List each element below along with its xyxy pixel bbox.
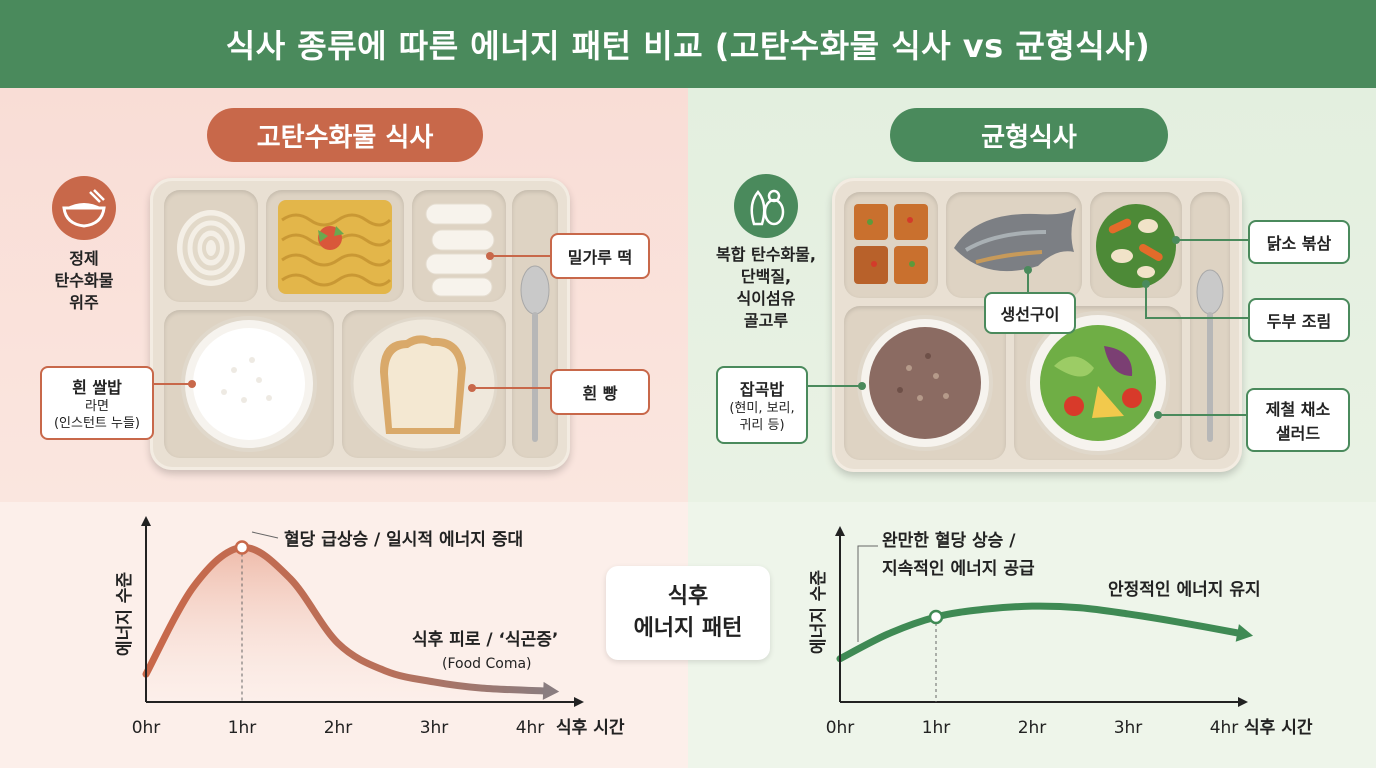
tofu-well (844, 192, 938, 298)
label-salad-line1: 제철 채소 (1265, 400, 1331, 419)
label-tofu: 두부 조림 (1248, 298, 1350, 342)
tick-label: 4hr (516, 718, 545, 738)
label-salad: 제철 채소 샐러드 (1246, 388, 1350, 452)
x-axis-arrow (1238, 697, 1248, 707)
carb-curve-arrowhead (542, 681, 560, 700)
tick-label: 1hr (228, 718, 257, 738)
carb-curve-line (142, 543, 553, 695)
tick-label: 0hr (132, 718, 161, 738)
center-box-line1: 식후 (667, 584, 709, 609)
label-fish: 생선구이 (984, 292, 1076, 334)
annotation-food-coma: (Food Coma) (442, 656, 532, 672)
chicken-well (1090, 192, 1182, 298)
label-bread: 흰 빵 (550, 369, 650, 415)
tick-label: 2hr (1018, 718, 1047, 738)
y-axis-label: 에너지 수준 (809, 570, 829, 654)
annotation-gradual: 완만한 혈당 상승 / (882, 530, 1016, 551)
label-grain-line3: 귀리 등) (739, 418, 785, 433)
side-text-line: 단백질, (740, 267, 792, 286)
annotation-fatigue: 식후 피로 / ‘식곤증’ (412, 629, 558, 650)
annotation-stable: 안정적인 에너지 유지 (1108, 580, 1261, 600)
balanced-energy-chart: 완만한 혈당 상승 / 지속적인 에너지 공급 안정적인 에너지 유지 에너지 … (809, 526, 1313, 738)
carb-curve-area (146, 547, 550, 702)
side-text-line: 복합 탄수화물, (716, 245, 816, 264)
annotation-sustained: 지속적인 에너지 공급 (882, 559, 1035, 579)
vegetable-icon (734, 174, 798, 238)
label-rice-line3: (인스턴트 누들) (53, 416, 141, 431)
bread-well (342, 310, 506, 458)
label-grain-line2: (현미, 보리, (729, 401, 795, 416)
rice-bowl-icon (52, 176, 116, 240)
carb-energy-chart-bg (0, 502, 688, 768)
ramen-well (266, 190, 404, 302)
tteok-well (412, 190, 506, 302)
tick-label: 3hr (420, 718, 449, 738)
noodle-well (164, 190, 258, 302)
side-text-line: 정제 (69, 249, 99, 268)
label-rice-line2: 라면 (85, 399, 109, 414)
grain-well (844, 306, 1006, 460)
carb-meal-tray (150, 178, 570, 470)
y-axis-label: 에너지 수준 (115, 572, 135, 656)
annotation-leader (857, 545, 878, 642)
balanced-meal-title: 균형식사 (890, 108, 1168, 162)
label-rice: 흰 쌀밥 라면 (인스턴트 누들) (40, 366, 154, 440)
rice-well (164, 310, 334, 458)
fish-well (946, 192, 1082, 298)
x-axis-label: 식후 시간 (1244, 717, 1313, 738)
label-rice-line1: 흰 쌀밥 (72, 378, 122, 397)
spoon-well (512, 190, 558, 458)
x-axis-arrow (574, 697, 584, 707)
carb-side-text: 정제 탄수화물 위주 (30, 248, 138, 314)
post-meal-energy-pattern-label: 식후 에너지 패턴 (606, 566, 770, 660)
label-chicken: 닭소 볶삼 (1248, 220, 1350, 264)
y-axis-arrow (141, 516, 151, 526)
tick-label: 1hr (922, 718, 951, 738)
side-text-line: 골고루 (743, 311, 789, 330)
annotation-leader (251, 531, 279, 539)
balanced-side-text: 복합 탄수화물, 단백질, 식이섬유 골고루 (700, 244, 832, 332)
carb-leader-lines (150, 252, 550, 392)
balanced-curve-arrowhead (1235, 624, 1254, 642)
side-text-line: 위주 (69, 293, 99, 312)
tick-label: 0hr (826, 718, 855, 738)
page-title: 식사 종류에 따른 에너지 패턴 비교 (고탄수화물 식사 vs 균형식사) (0, 0, 1376, 88)
label-tteok: 밀가루 떡 (550, 233, 650, 279)
balanced-energy-chart-bg (688, 502, 1376, 768)
peak-marker (234, 540, 250, 555)
tick-label: 2hr (324, 718, 353, 738)
one-hour-marker (928, 609, 944, 625)
label-salad-line2: 샐러드 (1275, 424, 1321, 443)
carb-meal-title: 고탄수화물 식사 (207, 108, 483, 162)
annotation-spike: 혈당 급상승 / 일시적 에너지 증대 (284, 529, 523, 550)
balanced-curve-line (836, 602, 1247, 663)
balanced-meal-tray (832, 178, 1242, 472)
tick-label: 3hr (1114, 718, 1143, 738)
balanced-leader-lines (804, 236, 1248, 419)
x-axis-label: 식후 시간 (556, 717, 625, 738)
tick-label: 4hr (1210, 718, 1239, 738)
label-grain-line1: 잡곡밥 (739, 380, 785, 399)
carb-energy-chart: 혈당 급상승 / 일시적 에너지 증대 식후 피로 / ‘식곤증’ (Food … (115, 516, 625, 738)
side-text-line: 식이섬유 (736, 289, 796, 308)
side-text-line: 탄수화물 (54, 271, 114, 290)
label-grain: 잡곡밥 (현미, 보리, 귀리 등) (716, 366, 808, 444)
center-box-line2: 에너지 패턴 (633, 616, 743, 641)
y-axis-arrow (835, 526, 845, 536)
